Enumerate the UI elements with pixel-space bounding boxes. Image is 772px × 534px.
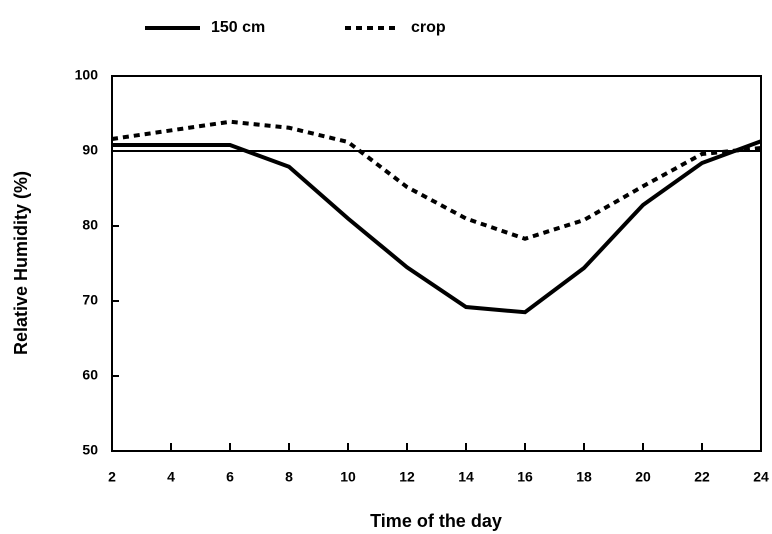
legend-label: crop [411,19,446,36]
y-axis-title: Relative Humidity (%) [11,171,31,355]
x-tick-label: 20 [635,469,651,485]
x-tick-label: 10 [340,469,356,485]
y-tick-label: 70 [82,292,98,308]
series-line [111,119,762,241]
x-tick-label: 6 [226,469,234,485]
y-tick-label: 50 [82,442,98,458]
x-tick-label: 12 [399,469,415,485]
x-tick-label: 22 [694,469,710,485]
x-tick-label: 16 [517,469,533,485]
x-tick-label: 4 [167,469,175,485]
y-tick-label: 90 [82,142,98,158]
x-tick-label: 24 [753,469,769,485]
y-tick-label: 80 [82,217,98,233]
x-tick-label: 8 [285,469,293,485]
y-tick-label: 60 [82,367,98,383]
plot-frame [111,75,762,452]
x-tick-label: 18 [576,469,592,485]
y-tick-label: 100 [75,67,99,83]
x-tick-label: 2 [108,469,116,485]
x-axis-title: Time of the day [370,511,502,531]
x-tick-label: 14 [458,469,474,485]
series-line [112,139,762,315]
legend-label: 150 cm [211,19,265,36]
